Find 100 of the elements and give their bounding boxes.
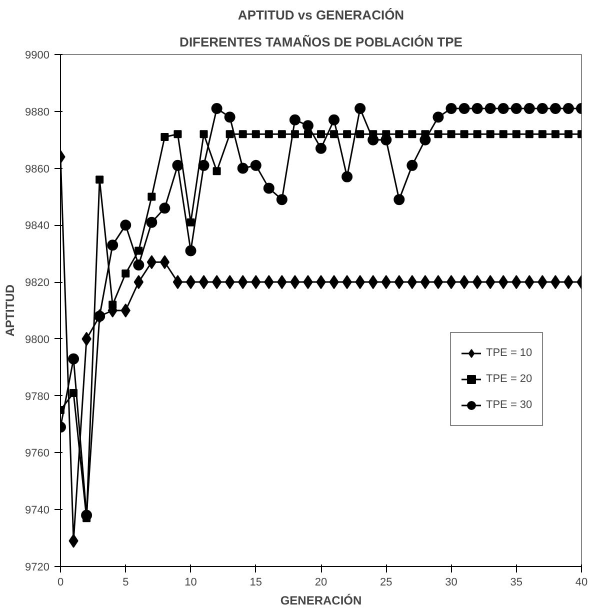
point <box>263 182 274 194</box>
x-axis-title: GENERACIÓN <box>280 594 362 608</box>
point <box>108 300 117 309</box>
x-tick-label: 5 <box>122 576 129 588</box>
point <box>498 103 509 114</box>
y-tick-label: 9760 <box>25 448 50 460</box>
legend-label: TPE = 10 <box>486 347 532 359</box>
point <box>420 275 430 290</box>
x-tick-label: 30 <box>445 576 458 588</box>
point <box>250 160 262 171</box>
point <box>510 103 522 114</box>
point <box>473 130 482 138</box>
point <box>446 275 456 290</box>
point <box>484 103 496 114</box>
point <box>160 255 170 270</box>
point <box>224 275 235 290</box>
point <box>146 216 158 228</box>
chart-subtitle: DIFERENTES TAMAÑOS DE POBLACIÓN TPE <box>180 34 463 50</box>
point <box>499 130 508 138</box>
point <box>512 130 520 138</box>
point <box>551 130 560 138</box>
point <box>211 103 222 114</box>
point <box>380 134 392 146</box>
point <box>550 103 561 114</box>
point <box>485 275 496 290</box>
point <box>120 304 130 318</box>
point <box>276 194 288 206</box>
x-tick-label: 0 <box>57 576 64 588</box>
y-tick-label: 9720 <box>25 562 50 574</box>
point <box>212 275 222 290</box>
point <box>564 130 572 138</box>
point <box>107 240 118 251</box>
point <box>185 245 196 256</box>
legend-label: TPE = 20 <box>486 373 532 385</box>
point <box>458 103 470 114</box>
point <box>146 255 157 270</box>
point <box>406 160 418 171</box>
point <box>408 130 416 138</box>
point <box>264 130 273 138</box>
point <box>460 130 468 138</box>
y-tick-label: 9860 <box>25 163 50 176</box>
point <box>420 134 431 146</box>
point <box>446 103 457 114</box>
point <box>186 275 196 290</box>
x-tick-label: 10 <box>184 576 197 588</box>
point <box>212 167 221 176</box>
point <box>159 202 170 214</box>
y-tick-label: 9840 <box>25 220 50 232</box>
point <box>174 130 182 138</box>
point <box>317 130 325 138</box>
point <box>81 510 92 521</box>
legend-label: TPE = 30 <box>486 399 532 411</box>
point <box>434 130 442 138</box>
y-tick-label: 9780 <box>25 390 50 403</box>
point <box>96 176 104 184</box>
point <box>524 103 535 114</box>
point <box>459 275 470 290</box>
y-tick-label: 9740 <box>25 504 50 517</box>
y-tick-label: 9900 <box>25 50 50 62</box>
point <box>562 103 574 114</box>
point <box>160 132 169 141</box>
point <box>432 112 444 123</box>
point <box>407 275 418 290</box>
point <box>538 130 546 138</box>
y-tick-label: 9820 <box>25 277 50 290</box>
point <box>120 220 132 231</box>
point <box>354 103 366 114</box>
x-tick-label: 15 <box>250 576 262 588</box>
point <box>433 275 444 290</box>
x-tick-label: 20 <box>314 576 328 588</box>
point <box>198 160 210 171</box>
point <box>224 112 236 123</box>
point <box>394 194 405 206</box>
chart-title: APTITUD vs GENERACIÓN <box>238 8 404 22</box>
point <box>278 130 286 138</box>
point <box>238 130 247 138</box>
point <box>525 130 534 138</box>
point <box>252 130 260 138</box>
point <box>368 134 379 146</box>
point <box>237 162 248 174</box>
x-tick-label: 35 <box>510 576 523 588</box>
point <box>486 130 494 138</box>
point <box>122 270 130 278</box>
point <box>198 275 209 290</box>
point <box>395 130 404 138</box>
point <box>328 114 340 126</box>
point <box>316 142 326 154</box>
point <box>68 353 80 364</box>
point <box>133 260 144 270</box>
x-tick-label: 25 <box>380 576 392 588</box>
point <box>536 103 548 114</box>
x-tick-label: 40 <box>575 576 588 588</box>
point <box>472 103 483 114</box>
point <box>342 171 353 182</box>
point <box>302 120 314 132</box>
point <box>343 130 352 138</box>
y-tick-label: 9880 <box>25 106 50 118</box>
point <box>289 114 300 126</box>
point <box>447 130 456 138</box>
point <box>148 192 156 201</box>
